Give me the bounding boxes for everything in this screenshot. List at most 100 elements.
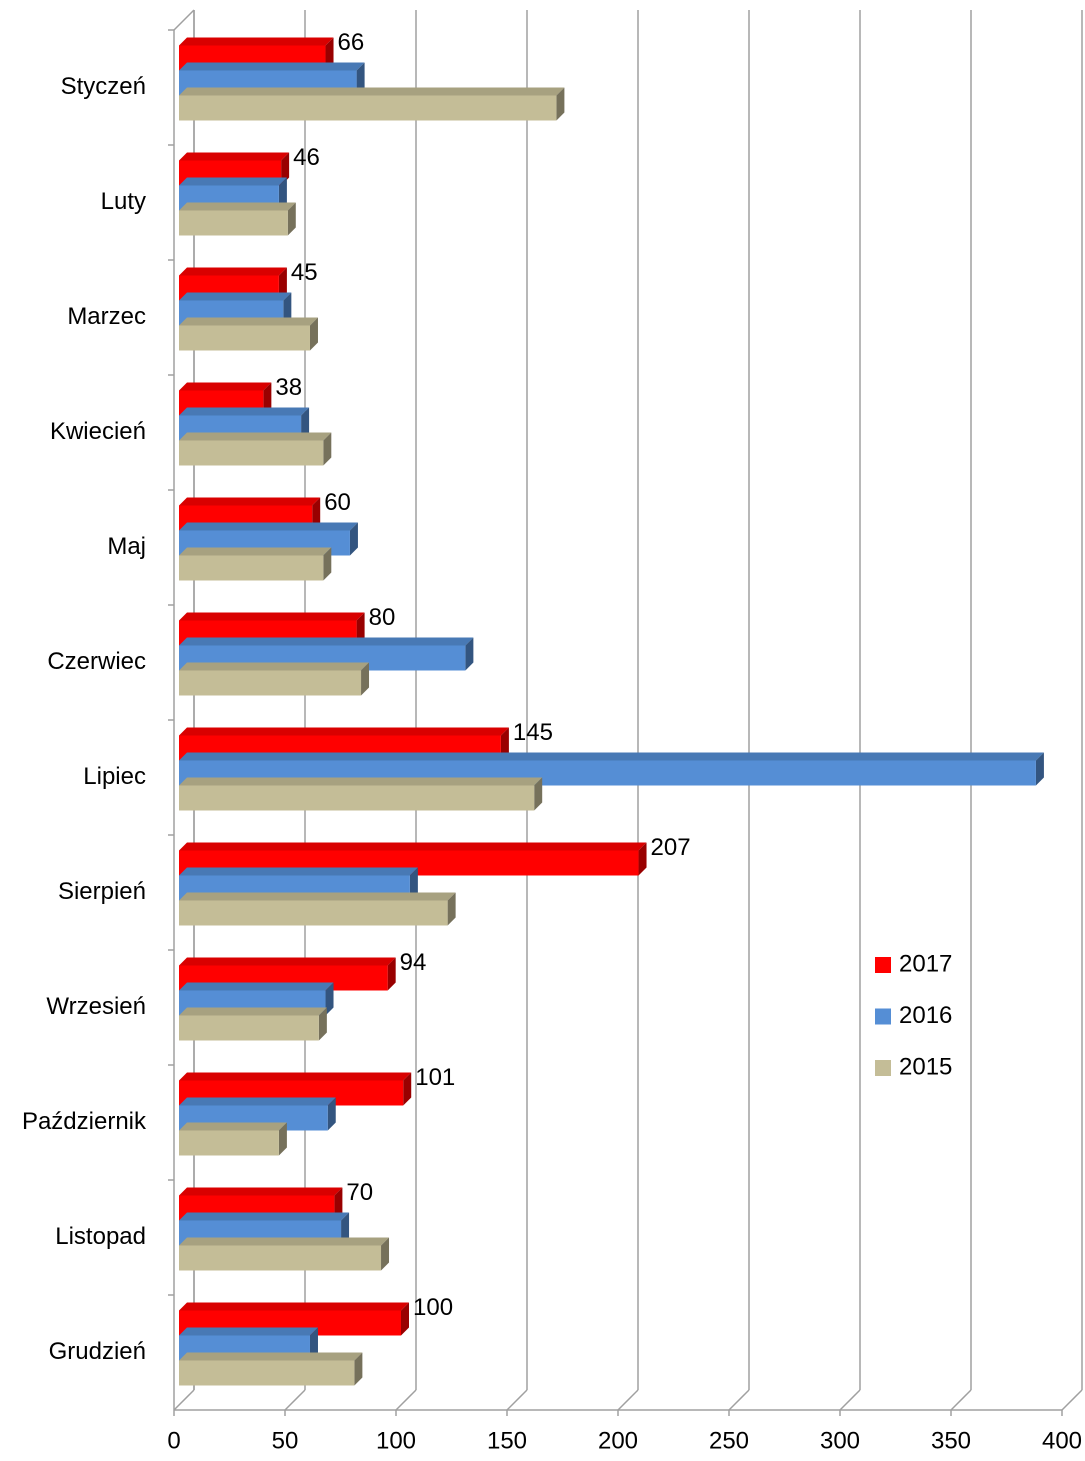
bar-side [638, 842, 647, 876]
bar-side [354, 1352, 363, 1386]
bar-top [179, 1212, 350, 1221]
bar-side [323, 432, 332, 466]
bar-side [325, 982, 334, 1016]
bar-top [179, 1327, 318, 1336]
grid-line [728, 1389, 750, 1411]
data-label: 60 [324, 489, 351, 516]
bar-side [349, 522, 358, 556]
bar-top [179, 752, 1044, 761]
legend-label: 2016 [899, 1002, 952, 1029]
grid-line [950, 1389, 972, 1411]
bar-top [179, 267, 287, 276]
bar-side [556, 87, 565, 121]
y-tick-label: Lipiec [83, 763, 146, 790]
bar-top [179, 1237, 390, 1246]
y-tick-label: Marzec [67, 303, 146, 330]
bar [179, 1360, 355, 1386]
bar-top [179, 1007, 327, 1016]
bar-top [179, 1072, 412, 1081]
bar-top [179, 317, 318, 326]
bar-side [341, 1212, 350, 1246]
bar-top [179, 1352, 363, 1361]
bar-top [179, 727, 509, 736]
bar-side [283, 292, 292, 326]
bar-side [401, 1302, 409, 1336]
bar-side [356, 612, 365, 646]
bar-top [179, 202, 296, 211]
bar-side [323, 547, 332, 581]
bar-side [327, 1097, 336, 1131]
x-tick-label: 150 [487, 1427, 527, 1454]
bar [179, 1245, 382, 1271]
bar-side [309, 1327, 318, 1361]
bar-top [179, 612, 365, 621]
bar-side [465, 637, 474, 671]
bar [179, 325, 310, 351]
bar-top [179, 37, 334, 46]
bar-side [387, 957, 396, 991]
y-tick-label: Maj [107, 533, 146, 560]
bar [179, 555, 324, 581]
x-tick-label: 300 [820, 1427, 860, 1454]
bar-top [179, 777, 543, 786]
bar-top [179, 407, 310, 416]
bar-top [179, 522, 358, 531]
legend-swatch [875, 1060, 891, 1076]
bar [179, 670, 362, 696]
x-tick-label: 350 [931, 1427, 971, 1454]
data-label: 45 [291, 259, 318, 286]
bar-top [179, 497, 321, 506]
bar [179, 1015, 319, 1041]
bar-side [356, 62, 365, 96]
bar-side [312, 497, 321, 531]
bar-top [179, 982, 334, 991]
bar-side [301, 407, 310, 441]
bar-top [179, 432, 332, 441]
y-tick-label: Grudzień [49, 1338, 146, 1365]
y-tick-label: Styczeń [61, 73, 146, 100]
bar-top [179, 547, 332, 556]
bar-side [309, 317, 318, 351]
y-tick-label: Czerwiec [47, 648, 146, 675]
bar-side [447, 892, 456, 926]
y-tick-label: Listopad [55, 1223, 146, 1250]
bar [179, 210, 288, 236]
grid-line [173, 1389, 195, 1411]
left-wall [173, 9, 195, 31]
data-label: 207 [651, 834, 691, 861]
bar-top [179, 892, 456, 901]
bar-side [381, 1237, 390, 1271]
bar-side [287, 202, 296, 236]
y-tick-label: Kwiecień [50, 418, 146, 445]
legend-label: 2017 [899, 950, 952, 977]
bar [179, 95, 557, 121]
grid-line [1061, 1389, 1083, 1411]
data-label: 145 [513, 719, 553, 746]
bar-top [179, 662, 370, 671]
bar-side [534, 777, 543, 811]
data-label: 80 [369, 604, 396, 631]
grid-line [506, 1389, 528, 1411]
y-tick-label: Sierpień [58, 878, 146, 905]
bar-top [179, 1187, 343, 1196]
bar-top [179, 867, 418, 876]
grid-line [617, 1389, 639, 1411]
bar-top [179, 87, 565, 96]
bar-side [278, 177, 287, 211]
bar [179, 900, 448, 926]
bar-top [179, 292, 292, 301]
bar-side [500, 727, 509, 761]
bar [179, 785, 535, 811]
bar-side [403, 1072, 412, 1106]
bar-side [278, 1122, 287, 1156]
data-label: 38 [275, 374, 302, 401]
x-tick-label: 50 [272, 1427, 299, 1454]
x-tick-label: 400 [1042, 1427, 1082, 1454]
bar-side [278, 267, 287, 301]
bar-side [361, 662, 370, 696]
data-label: 66 [338, 29, 365, 56]
bar-top [179, 1097, 336, 1106]
y-tick-label: Luty [101, 188, 146, 215]
bar-top [179, 62, 365, 71]
